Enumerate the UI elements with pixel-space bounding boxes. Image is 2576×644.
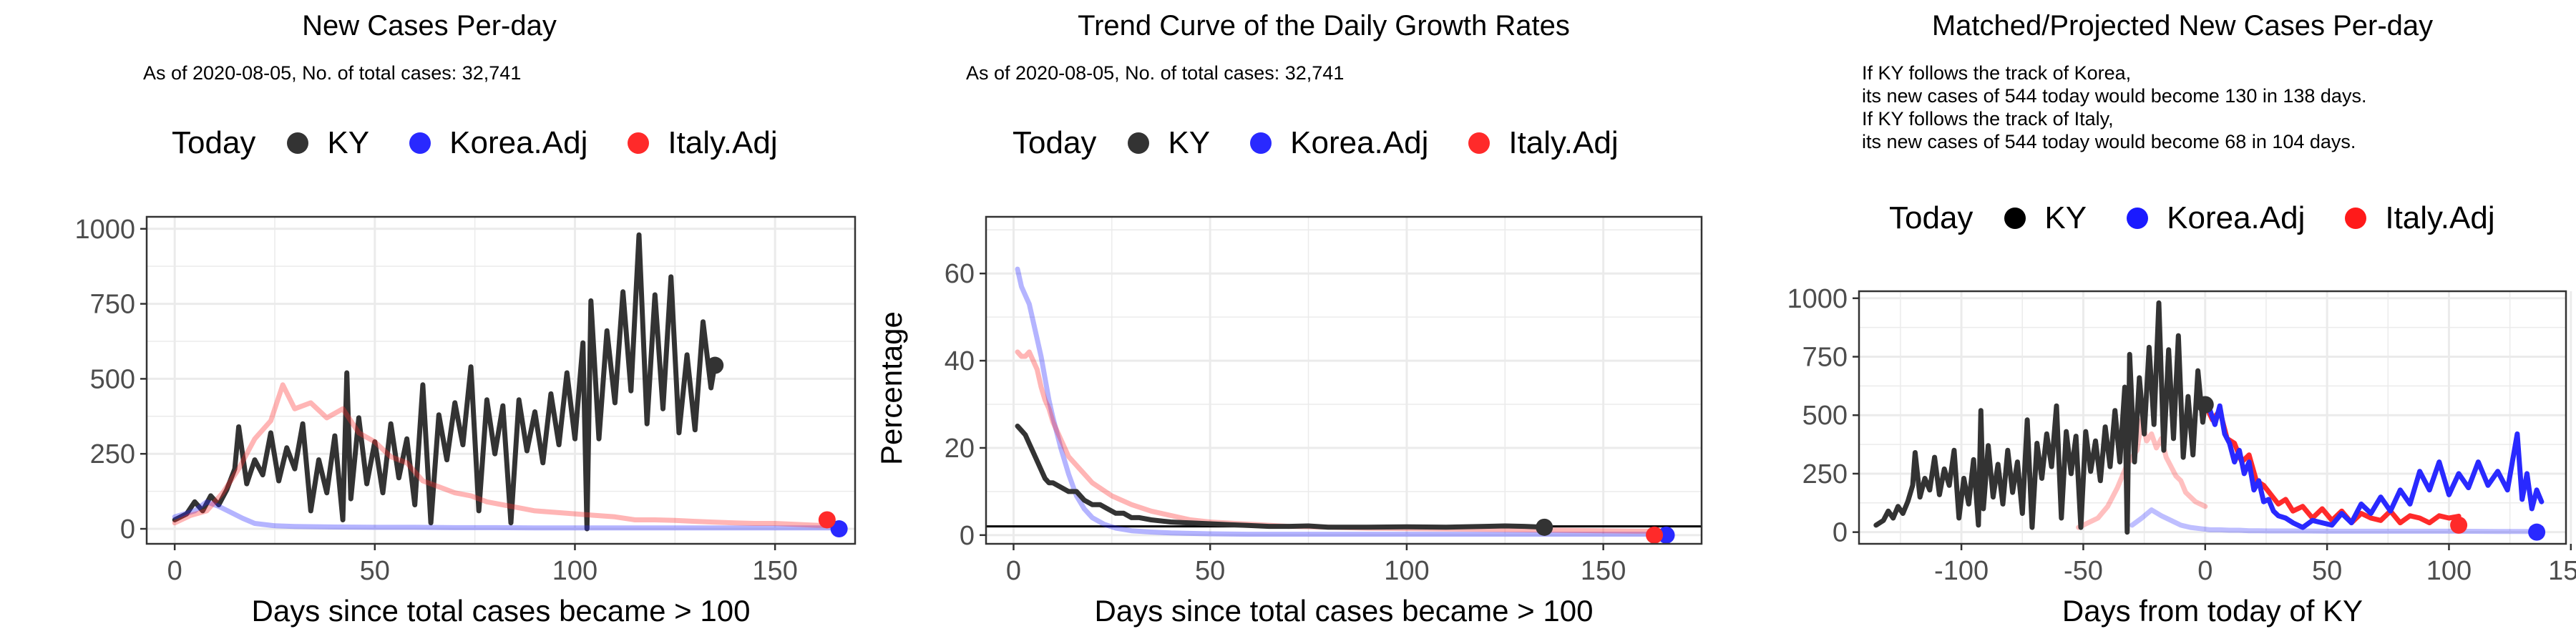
x-axis-label: Days from today of KY: [2062, 594, 2363, 628]
today-point-korea-adj-today: [1657, 526, 1675, 544]
y-tick-label: 40: [945, 346, 975, 376]
y-tick-label: 20: [945, 434, 975, 464]
today-point-italy-adj-today: [818, 511, 836, 529]
chart-legend: Today KY Korea.Adj Italy.Adj: [1889, 200, 2528, 236]
plot-background: [986, 217, 1702, 544]
chart-title: New Cases Per-day: [302, 10, 557, 42]
x-tick-label: 100: [2426, 556, 2472, 586]
y-tick-label: 1000: [74, 215, 135, 245]
today-point-ky-today: [706, 356, 724, 374]
legend-title: Today: [1889, 200, 1974, 235]
legend-key-italy: [1468, 132, 1491, 154]
x-tick-label: 50: [1195, 556, 1225, 586]
x-axis-label: Days since total cases became > 100: [1094, 594, 1594, 628]
series-layer: [986, 266, 1702, 537]
chart-subtitle-line-1: If KY follows the track of Korea,: [1862, 62, 2132, 84]
chart-subtitle: As of 2020-08-05, No. of total cases: 32…: [966, 62, 1345, 84]
x-tick-label: 150: [752, 556, 797, 586]
today-point-korea-adj-today: [2528, 523, 2546, 541]
chart-subtitle-line-3: If KY follows the track of Italy,: [1862, 108, 2114, 130]
plot-area: 0 50 100 150 0 20 40 60: [945, 215, 1703, 586]
chart-legend: Today KY Korea.Adj Italy.Adj: [1013, 125, 1652, 161]
legend-label-ky: KY: [327, 125, 370, 160]
series-line-italy-adj: [1015, 349, 1665, 534]
legend-key-ky: [1128, 132, 1150, 154]
legend-label-korea: Korea.Adj: [2167, 200, 2306, 235]
series-line-ky: [1015, 424, 1547, 530]
plot-background: [147, 217, 855, 544]
legend-title: Today: [1013, 125, 1097, 160]
series-layer: [172, 232, 846, 532]
legend-key-ky: [2004, 208, 2026, 229]
legend-key-ky: [287, 132, 309, 154]
y-tick-label: 500: [90, 364, 135, 394]
x-tick-label: 50: [2312, 556, 2342, 586]
today-point-ky-today: [1536, 518, 1553, 536]
legend-key-italy: [628, 132, 650, 154]
chart-panel-3: Matched/Projected New Cases Per-day If K…: [1717, 0, 2576, 644]
y-tick-label: 0: [120, 514, 135, 545]
chart-subtitle-line-4: its new cases of 544 today would become …: [1862, 131, 2356, 152]
x-tick-label: 0: [1006, 556, 1021, 586]
plot-area: 0 50 100 150 0 250 500 750 1000: [74, 215, 857, 586]
series-layer: [1873, 300, 2545, 535]
plot-area: -100 -50 0 50 100 150 0 250 500 750 1000: [1787, 284, 2576, 586]
x-axis-label: Days since total cases became > 100: [251, 594, 751, 628]
series-line-korea-adj: [172, 499, 846, 531]
chart-panel-1: New Cases Per-day As of 2020-08-05, No. …: [0, 0, 859, 644]
series-line-ky: [1873, 300, 2208, 535]
legend-label-ky: KY: [2044, 200, 2087, 235]
x-tick-label: 150: [1581, 556, 1626, 586]
chart-subtitle: As of 2020-08-05, No. of total cases: 32…: [143, 62, 522, 84]
legend-key-korea: [1250, 132, 1272, 154]
y-tick-label: 750: [90, 290, 135, 320]
y-tick-label: 500: [1802, 401, 1848, 431]
legend-title: Today: [172, 125, 256, 160]
x-tick-label: 0: [2197, 556, 2212, 586]
legend-label-korea: Korea.Adj: [449, 125, 588, 160]
y-tick-label: 250: [90, 439, 135, 469]
series-line-korea-adj-past: [2129, 507, 2545, 535]
series-line-italy-adj-past: [2076, 417, 2208, 530]
today-point-italy-adj-today: [2450, 516, 2468, 534]
legend-key-korea: [409, 132, 431, 154]
x-tick-label: 50: [360, 556, 390, 586]
chart-subtitle-line-2: its new cases of 544 today would become …: [1862, 85, 2367, 107]
chart-panel-2: Trend Curve of the Daily Growth Rates As…: [859, 0, 1717, 644]
x-tick-label: 100: [552, 556, 597, 586]
x-tick-label: -50: [2064, 556, 2103, 586]
series-line-ky: [172, 232, 718, 532]
legend-label-korea: Korea.Adj: [1290, 125, 1429, 160]
legend-key-korea: [2127, 208, 2149, 229]
plot-border: [145, 215, 857, 545]
x-tick-label: 100: [1384, 556, 1429, 586]
today-point-ky-today: [2196, 396, 2214, 414]
plot-border: [985, 215, 1703, 545]
chart-title: Trend Curve of the Daily Growth Rates: [1078, 10, 1570, 42]
chart-title: Matched/Projected New Cases Per-day: [1931, 10, 2434, 42]
legend-label-ky: KY: [1168, 125, 1211, 160]
x-tick-label: 0: [167, 556, 182, 586]
today-point-italy-adj-today: [1646, 526, 1664, 544]
today-point-korea-adj-today: [830, 520, 848, 538]
x-tick-label: 150: [2548, 556, 2576, 586]
y-tick-label: 250: [1802, 459, 1848, 489]
legend-label-italy: Italy.Adj: [2385, 200, 2495, 235]
y-tick-label: 750: [1802, 343, 1848, 373]
y-tick-label: 60: [945, 259, 975, 289]
chart-legend: Today KY Korea.Adj Italy.Adj: [172, 125, 811, 161]
y-tick-label: 0: [1833, 518, 1848, 548]
series-line-italy-adj: [172, 382, 838, 529]
series-line-korea-adj-projected: [2202, 402, 2545, 530]
y-tick-label: 0: [960, 521, 975, 551]
plot-border: [1858, 290, 2567, 545]
legend-label-italy: Italy.Adj: [668, 125, 778, 160]
series-line-korea-adj: [1015, 266, 1673, 537]
legend-label-italy: Italy.Adj: [1508, 125, 1619, 160]
x-tick-label: -100: [1934, 556, 1989, 586]
legend-key-italy: [2345, 208, 2367, 229]
y-tick-label: 1000: [1787, 284, 1848, 314]
